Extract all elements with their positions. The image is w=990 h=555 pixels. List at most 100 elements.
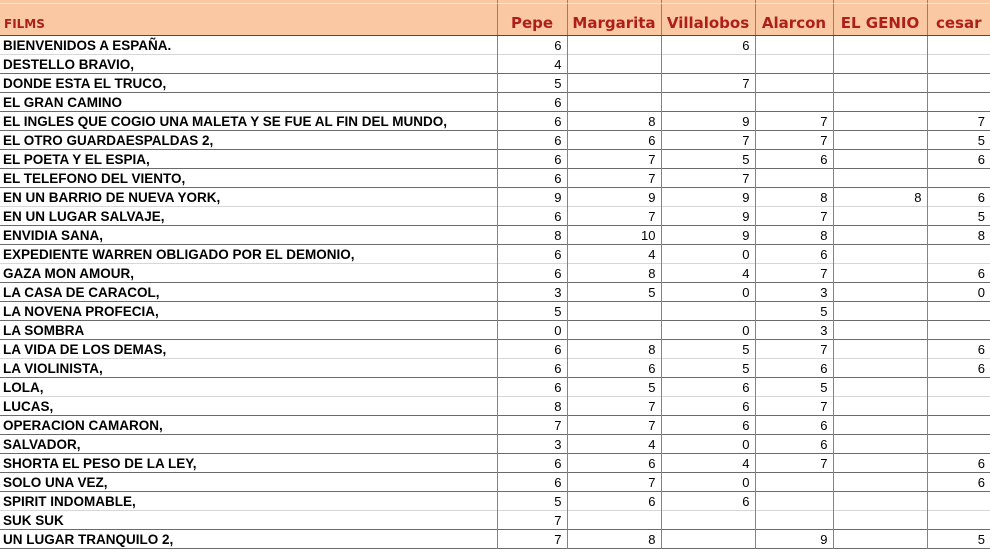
- rating-cell-cesar[interactable]: [926, 35, 990, 55]
- column-header-margarita[interactable]: Margarita: [566, 0, 661, 36]
- rating-cell-alarcon[interactable]: 7: [754, 130, 833, 150]
- film-title-cell[interactable]: LOLA,: [3, 379, 44, 395]
- rating-cell-cesar[interactable]: [926, 301, 990, 321]
- rating-cell-villalobos[interactable]: [660, 54, 755, 74]
- rating-cell-el-genio[interactable]: [832, 301, 927, 321]
- film-title-cell[interactable]: EN UN LUGAR SALVAJE,: [3, 208, 165, 224]
- rating-cell-el-genio[interactable]: [832, 339, 927, 359]
- rating-cell-el-genio[interactable]: [832, 225, 927, 245]
- rating-cell-margarita[interactable]: [566, 73, 661, 93]
- rating-cell-el-genio[interactable]: [832, 111, 927, 131]
- rating-cell-el-genio[interactable]: [832, 434, 927, 454]
- rating-cell-margarita[interactable]: [566, 54, 661, 74]
- rating-cell-pepe[interactable]: 6: [496, 92, 567, 112]
- rating-cell-villalobos[interactable]: 6: [660, 491, 755, 511]
- rating-cell-pepe[interactable]: 7: [496, 510, 567, 530]
- column-header-villalobos[interactable]: Villalobos: [660, 0, 755, 36]
- rating-cell-villalobos[interactable]: 9: [660, 187, 755, 207]
- film-title-cell[interactable]: EL OTRO GUARDAESPALDAS 2,: [3, 132, 214, 148]
- rating-cell-alarcon[interactable]: 5: [754, 377, 833, 397]
- rating-cell-margarita[interactable]: 8: [566, 111, 661, 131]
- rating-cell-alarcon[interactable]: 3: [754, 320, 833, 340]
- rating-cell-cesar[interactable]: 6: [926, 472, 990, 492]
- film-title-cell[interactable]: EN UN BARRIO DE NUEVA YORK,: [3, 189, 221, 205]
- film-title-cell[interactable]: OPERACION CAMARON,: [3, 417, 163, 433]
- rating-cell-margarita[interactable]: 6: [566, 453, 661, 473]
- rating-cell-alarcon[interactable]: 7: [754, 111, 833, 131]
- rating-cell-margarita[interactable]: [566, 301, 661, 321]
- film-title-cell[interactable]: LA SOMBRA: [3, 322, 85, 338]
- rating-cell-alarcon[interactable]: [754, 491, 833, 511]
- film-title-cell[interactable]: LA VIDA DE LOS DEMAS,: [3, 341, 167, 357]
- rating-cell-villalobos[interactable]: 5: [660, 339, 755, 359]
- rating-cell-alarcon[interactable]: 6: [754, 244, 833, 264]
- rating-cell-villalobos[interactable]: 4: [660, 263, 755, 283]
- rating-cell-margarita[interactable]: [566, 320, 661, 340]
- rating-cell-margarita[interactable]: 8: [566, 529, 661, 549]
- rating-cell-cesar[interactable]: [926, 92, 990, 112]
- rating-cell-pepe[interactable]: 7: [496, 529, 567, 549]
- film-title-cell[interactable]: EL TELEFONO DEL VIENTO,: [3, 170, 186, 186]
- rating-cell-margarita[interactable]: 7: [566, 396, 661, 416]
- rating-cell-pepe[interactable]: 6: [496, 453, 567, 473]
- rating-cell-villalobos[interactable]: 4: [660, 453, 755, 473]
- rating-cell-villalobos[interactable]: 9: [660, 111, 755, 131]
- film-title-cell[interactable]: SPIRIT INDOMABLE,: [3, 493, 136, 509]
- film-title-cell[interactable]: BIENVENIDOS A ESPAÑA.: [3, 37, 172, 53]
- rating-cell-pepe[interactable]: 6: [496, 35, 567, 55]
- film-title-cell[interactable]: UN LUGAR TRANQUILO 2,: [3, 531, 174, 547]
- rating-cell-pepe[interactable]: 6: [496, 111, 567, 131]
- rating-cell-margarita[interactable]: 9: [566, 187, 661, 207]
- rating-cell-alarcon[interactable]: 9: [754, 529, 833, 549]
- rating-cell-villalobos[interactable]: 6: [660, 396, 755, 416]
- rating-cell-villalobos[interactable]: 0: [660, 434, 755, 454]
- rating-cell-villalobos[interactable]: 6: [660, 415, 755, 435]
- rating-cell-cesar[interactable]: 5: [926, 206, 990, 226]
- rating-cell-villalobos[interactable]: 0: [660, 320, 755, 340]
- rating-cell-villalobos[interactable]: 6: [660, 377, 755, 397]
- rating-cell-alarcon[interactable]: [754, 92, 833, 112]
- rating-cell-cesar[interactable]: 7: [926, 111, 990, 131]
- rating-cell-margarita[interactable]: 7: [566, 472, 661, 492]
- rating-cell-villalobos[interactable]: 0: [660, 472, 755, 492]
- rating-cell-alarcon[interactable]: 8: [754, 225, 833, 245]
- rating-cell-cesar[interactable]: [926, 510, 990, 530]
- rating-cell-alarcon[interactable]: 5: [754, 301, 833, 321]
- rating-cell-villalobos[interactable]: 7: [660, 73, 755, 93]
- film-title-cell[interactable]: GAZA MON AMOUR,: [3, 265, 134, 281]
- rating-cell-cesar[interactable]: 6: [926, 263, 990, 283]
- rating-cell-el-genio[interactable]: [832, 35, 927, 55]
- rating-cell-alarcon[interactable]: [754, 73, 833, 93]
- rating-cell-cesar[interactable]: [926, 168, 990, 188]
- rating-cell-pepe[interactable]: 6: [496, 472, 567, 492]
- rating-cell-margarita[interactable]: 6: [566, 491, 661, 511]
- rating-cell-villalobos[interactable]: 9: [660, 225, 755, 245]
- rating-cell-pepe[interactable]: 6: [496, 377, 567, 397]
- film-title-cell[interactable]: SOLO UNA VEZ,: [3, 474, 108, 490]
- rating-cell-margarita[interactable]: 7: [566, 168, 661, 188]
- rating-cell-margarita[interactable]: 5: [566, 282, 661, 302]
- film-title-cell[interactable]: LA CASA DE CARACOL,: [3, 284, 160, 300]
- column-header-alarcon[interactable]: Alarcon: [754, 0, 833, 36]
- rating-cell-cesar[interactable]: [926, 244, 990, 264]
- rating-cell-alarcon[interactable]: [754, 54, 833, 74]
- rating-cell-el-genio[interactable]: [832, 73, 927, 93]
- rating-cell-el-genio[interactable]: [832, 510, 927, 530]
- rating-cell-villalobos[interactable]: 6: [660, 35, 755, 55]
- rating-cell-margarita[interactable]: [566, 510, 661, 530]
- film-title-cell[interactable]: SUK SUK: [3, 512, 64, 528]
- rating-cell-villalobos[interactable]: 7: [660, 168, 755, 188]
- rating-cell-pepe[interactable]: 5: [496, 73, 567, 93]
- rating-cell-el-genio[interactable]: [832, 491, 927, 511]
- film-title-cell[interactable]: EL POETA Y EL ESPIA,: [3, 151, 150, 167]
- rating-cell-villalobos[interactable]: 5: [660, 149, 755, 169]
- rating-cell-el-genio[interactable]: [832, 263, 927, 283]
- rating-cell-cesar[interactable]: [926, 396, 990, 416]
- rating-cell-margarita[interactable]: [566, 35, 661, 55]
- rating-cell-margarita[interactable]: 5: [566, 377, 661, 397]
- column-header-pepe[interactable]: Pepe: [496, 0, 567, 36]
- film-title-cell[interactable]: LA VIOLINISTA,: [3, 360, 103, 376]
- rating-cell-villalobos[interactable]: 7: [660, 130, 755, 150]
- rating-cell-alarcon[interactable]: 7: [754, 396, 833, 416]
- rating-cell-pepe[interactable]: 4: [496, 54, 567, 74]
